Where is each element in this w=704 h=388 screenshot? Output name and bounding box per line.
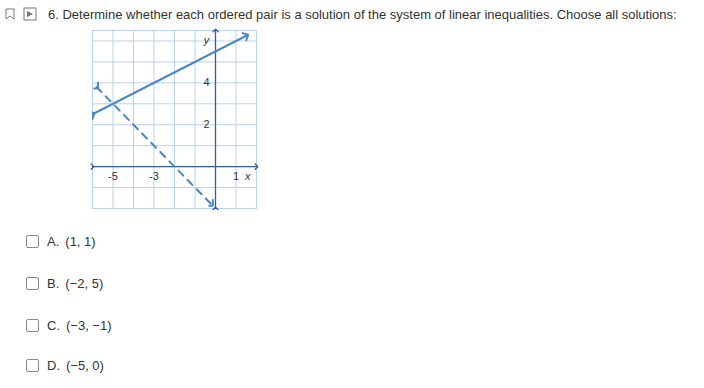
html-text:(−5, 0): (−5, 0) bbox=[66, 358, 104, 373]
html-text:C.: C. bbox=[47, 318, 60, 333]
html-text:(−3, −1): (−3, −1) bbox=[66, 318, 112, 333]
svg-text:y: y bbox=[203, 34, 211, 46]
svg-text:-5: -5 bbox=[108, 170, 118, 182]
html-text:A. (1, 1): A. (1, 1) bbox=[47, 234, 96, 249]
svg-text:4: 4 bbox=[203, 76, 209, 88]
html-text:D.: D. bbox=[47, 358, 60, 373]
html-text:6. Determine whether each orde: 6. Determine whether each ordered pair i… bbox=[48, 7, 677, 22]
svg-text:x: x bbox=[244, 170, 251, 182]
html-text:B. (−2, 5): B. (−2, 5) bbox=[47, 276, 104, 291]
svg-text:-3: -3 bbox=[149, 170, 159, 182]
svg-text:1: 1 bbox=[233, 170, 239, 182]
svg-text:2: 2 bbox=[203, 118, 209, 130]
